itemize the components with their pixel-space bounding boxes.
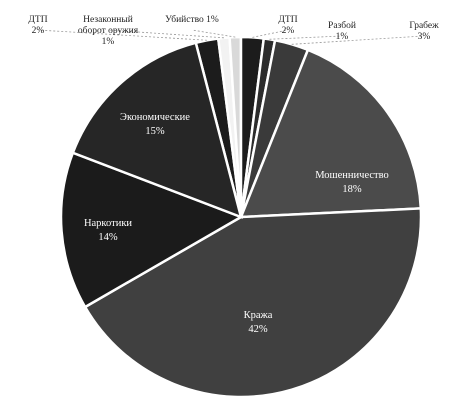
leader-line bbox=[291, 35, 425, 45]
slice-value-label: 1% bbox=[336, 32, 349, 42]
slice-value-label: 3% bbox=[418, 32, 431, 42]
slice-value-label: 18% bbox=[342, 184, 362, 195]
slice-value-label: 42% bbox=[248, 324, 268, 335]
slice-value-label: 14% bbox=[98, 232, 118, 243]
slice-value-label: 2% bbox=[32, 26, 45, 36]
slice-name-label: оборот оружия bbox=[78, 25, 139, 36]
slice-name-label: Наркотики bbox=[84, 218, 132, 229]
slice-name-label: Незаконный bbox=[83, 14, 133, 25]
slice-name-label: Экономические bbox=[120, 112, 190, 123]
slice-value-label: 15% bbox=[145, 126, 165, 137]
leader-line bbox=[37, 29, 207, 41]
slice-name-label: ДТП bbox=[28, 15, 47, 25]
slice-value-label: 2% bbox=[282, 26, 295, 36]
slice-name-label: Кража bbox=[244, 310, 273, 321]
leader-line bbox=[191, 29, 236, 38]
pie-slice bbox=[71, 41, 243, 220]
slice-name-label: Разбой bbox=[328, 20, 356, 31]
slice-name-label: Грабеж bbox=[409, 20, 439, 31]
slice-value-label: 1% bbox=[102, 37, 115, 47]
slice-name-label: ДТП bbox=[278, 15, 297, 25]
leader-line bbox=[107, 29, 224, 39]
slice-name-label: Убийство 1% bbox=[165, 14, 219, 25]
pie-slice bbox=[239, 48, 423, 219]
leader-lines bbox=[37, 29, 425, 45]
slice-name-label: Мошенничество bbox=[315, 170, 389, 181]
pie-slices bbox=[59, 35, 423, 397]
leader-line bbox=[269, 35, 343, 40]
pie-slice bbox=[83, 207, 423, 397]
pie-slice bbox=[59, 151, 244, 309]
